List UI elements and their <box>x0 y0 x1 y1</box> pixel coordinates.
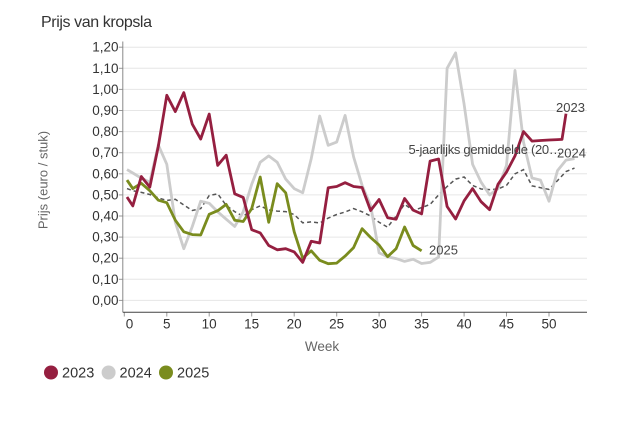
svg-text:40: 40 <box>457 317 472 332</box>
svg-text:30: 30 <box>372 317 387 332</box>
svg-text:0,60: 0,60 <box>92 166 118 181</box>
svg-text:2025: 2025 <box>429 243 458 258</box>
svg-text:0,00: 0,00 <box>92 293 118 308</box>
svg-text:0,90: 0,90 <box>92 103 118 118</box>
svg-text:10: 10 <box>202 317 217 332</box>
svg-text:1,10: 1,10 <box>92 61 118 76</box>
svg-text:15: 15 <box>244 317 259 332</box>
svg-text:0,70: 0,70 <box>92 145 118 160</box>
svg-text:0,20: 0,20 <box>92 251 118 266</box>
svg-text:5: 5 <box>163 317 171 332</box>
svg-text:2024: 2024 <box>120 366 152 382</box>
svg-text:35: 35 <box>414 317 429 332</box>
svg-text:2024: 2024 <box>557 146 586 161</box>
svg-text:0,50: 0,50 <box>92 187 118 202</box>
svg-text:0,40: 0,40 <box>92 209 118 224</box>
svg-text:1,20: 1,20 <box>92 40 118 55</box>
svg-text:5-jaarlijks gemiddelde (20…: 5-jaarlijks gemiddelde (20… <box>409 142 562 157</box>
svg-text:25: 25 <box>329 317 344 332</box>
svg-text:0,30: 0,30 <box>92 230 118 245</box>
svg-text:0: 0 <box>126 317 134 332</box>
svg-text:2023: 2023 <box>62 366 94 382</box>
svg-text:Prijs (euro / stuk): Prijs (euro / stuk) <box>36 131 51 229</box>
svg-text:0,80: 0,80 <box>92 124 118 139</box>
svg-text:2023: 2023 <box>556 100 585 115</box>
svg-text:Week: Week <box>305 339 340 354</box>
svg-text:Prijs van kropsla: Prijs van kropsla <box>41 14 152 31</box>
svg-text:1,00: 1,00 <box>92 82 118 97</box>
svg-text:45: 45 <box>499 317 514 332</box>
svg-text:2025: 2025 <box>177 366 209 382</box>
svg-text:20: 20 <box>287 317 302 332</box>
svg-text:50: 50 <box>541 317 556 332</box>
svg-text:0,10: 0,10 <box>92 272 118 287</box>
